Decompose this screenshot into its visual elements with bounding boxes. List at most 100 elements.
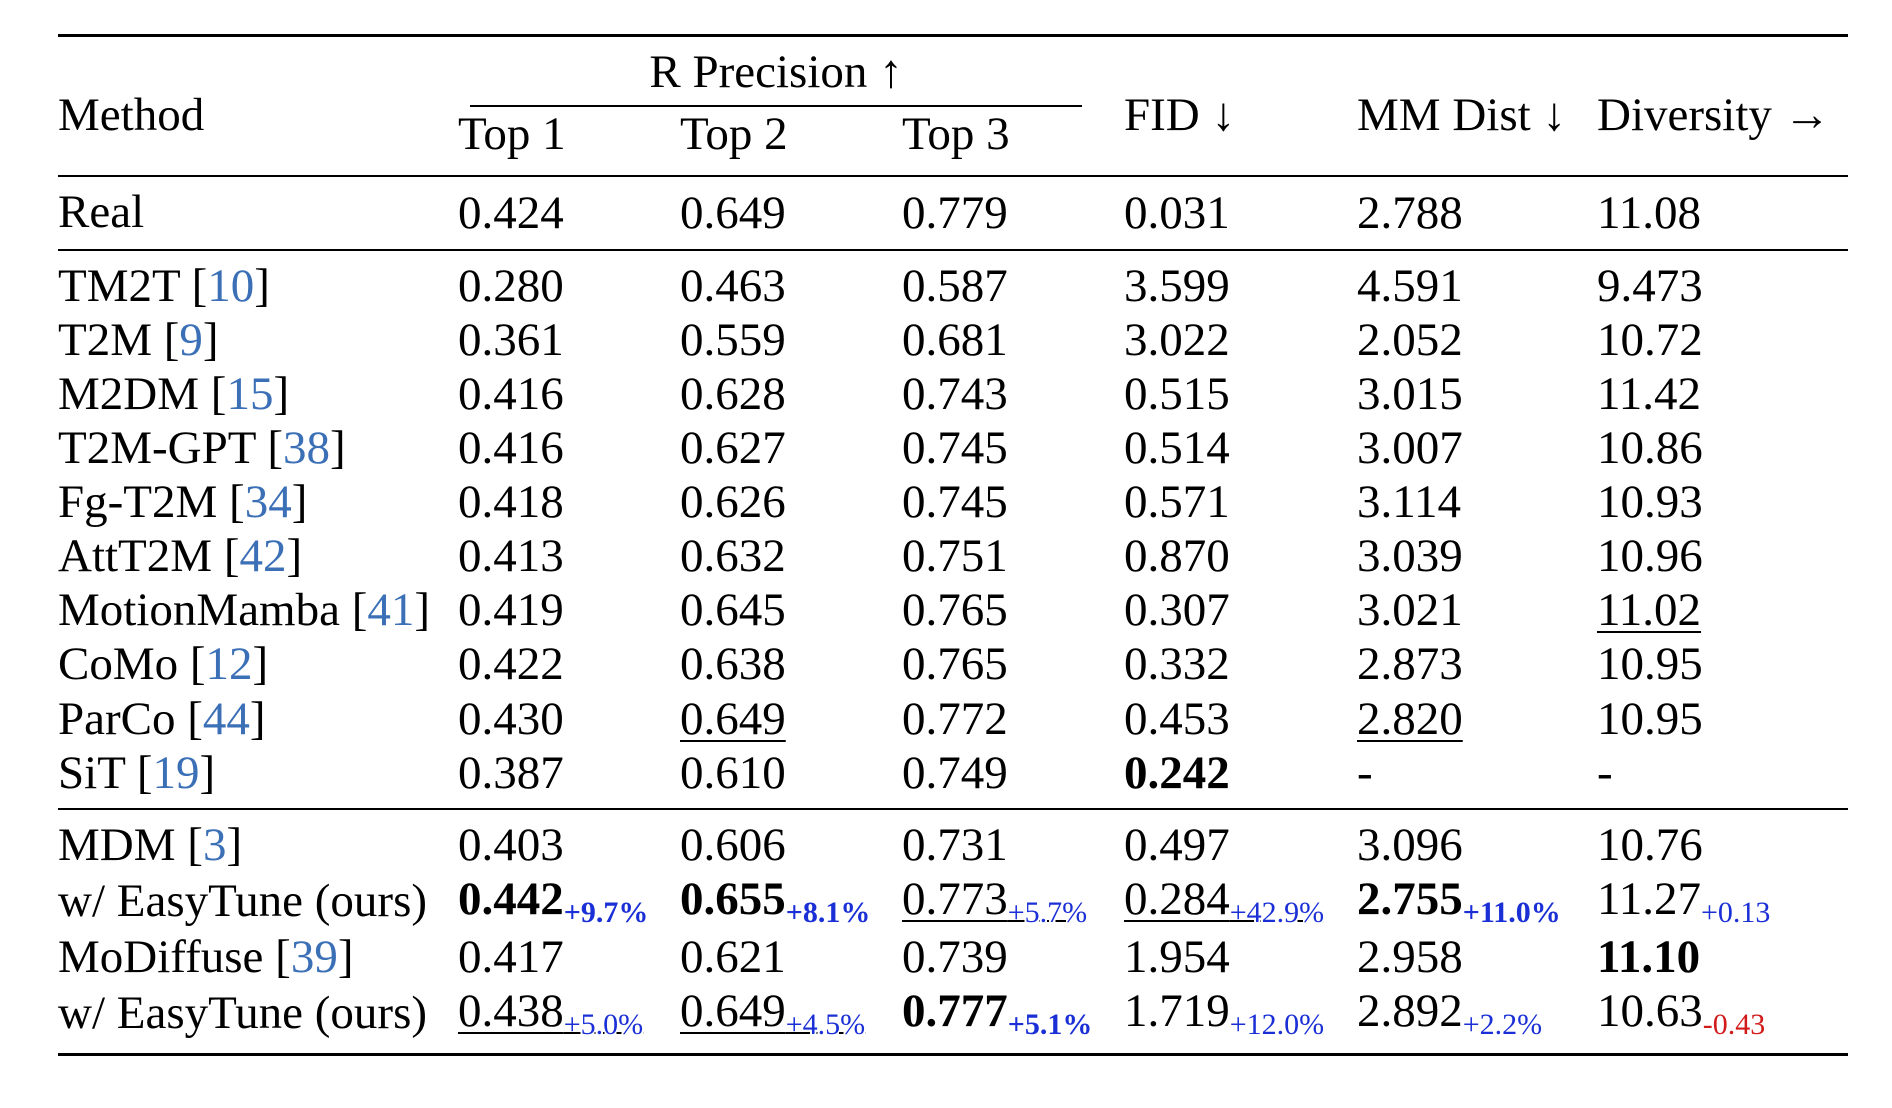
cell-fid: 0.571 — [1124, 476, 1230, 529]
cell-top2: 0.559 — [680, 314, 786, 367]
cell-fid: 0.307 — [1124, 584, 1230, 637]
cell-fid: 1.719+12.0% — [1124, 985, 1325, 1042]
cell-mm-dist: 3.007 — [1357, 422, 1463, 475]
cell-top1: 0.442+9.7% — [458, 872, 680, 931]
best-value: 0.442 — [458, 872, 564, 925]
method-name: w/ EasyTune (ours) — [58, 874, 428, 927]
improvement-delta: +2.2% — [1462, 1008, 1543, 1042]
cell-top2: 0.649 — [680, 692, 902, 746]
cell-mm-dist: 3.039 — [1357, 530, 1463, 583]
cell-mm-dist: 2.958 — [1357, 931, 1463, 984]
best-value: 0.777 — [902, 985, 1008, 1038]
table-row: T2M-GPT [38] 0.416 0.627 0.745 0.514 3.0… — [58, 421, 1848, 475]
method-name: T2M [9] — [58, 314, 219, 367]
cell-diversity: 10.93 — [1597, 476, 1703, 529]
cell-diversity: 10.96 — [1597, 530, 1703, 583]
cell-top1: 0.280 — [458, 260, 564, 313]
cell-top1: 0.387 — [458, 746, 564, 799]
cell-fid: 0.453 — [1124, 692, 1230, 745]
citation-link[interactable]: 15 — [226, 368, 274, 421]
cell-top2: 0.628 — [680, 368, 786, 421]
cell-mm-dist: 3.114 — [1357, 476, 1462, 529]
improvement-delta: +5.7% — [1007, 895, 1088, 929]
cell-fid: 1.954 — [1124, 931, 1230, 984]
citation-link[interactable]: 38 — [283, 422, 330, 475]
cell-diversity: 10.95 — [1597, 638, 1703, 691]
cell-fid: 0.497 — [1124, 818, 1230, 871]
cell-top2: 0.463 — [680, 260, 786, 313]
header-row-1: Method R Precision ↑ FID ↓ MM Dist ↓ Div… — [58, 35, 1848, 141]
second-best-value: 0.773+5.7% — [902, 872, 1088, 929]
improvement-delta: +9.7% — [563, 895, 649, 929]
cell-mm-dist: 3.021 — [1357, 584, 1463, 637]
header-top3: Top 3 — [902, 108, 1010, 161]
cell-top1: 0.413 — [458, 530, 564, 583]
header-top1: Top 1 — [458, 108, 566, 161]
cell-top2: 0.645 — [680, 584, 786, 637]
citation-link[interactable]: 19 — [152, 746, 200, 799]
improvement-delta: +5.1% — [1007, 1008, 1093, 1042]
improvement-delta: +12.0% — [1229, 1008, 1325, 1042]
table-row-modiffuse-easytune: w/ EasyTune (ours) 0.438+5.0% 0.649+4.5%… — [58, 984, 1848, 1055]
cell-top1: 0.418 — [458, 476, 564, 529]
improvement-delta: +8.1% — [785, 895, 871, 929]
citation-link[interactable]: 3 — [202, 818, 227, 871]
table-row: SiT [19] 0.387 0.610 0.749 0.242 - - — [58, 746, 1848, 809]
cell-diversity: 11.42 — [1597, 368, 1702, 421]
table-row: T2M [9] 0.361 0.559 0.681 3.022 2.052 10… — [58, 313, 1848, 367]
header-mm-dist: MM Dist ↓ — [1357, 89, 1566, 142]
citation-link[interactable]: 42 — [239, 530, 287, 583]
citation-link[interactable]: 44 — [202, 692, 250, 745]
cell-fid: 3.599 — [1124, 260, 1230, 313]
method-name: MotionMamba [41] — [58, 584, 431, 637]
table-row-mdm-easytune: w/ EasyTune (ours) 0.442+9.7% 0.655+8.1%… — [58, 872, 1848, 931]
method-name: w/ EasyTune (ours) — [58, 987, 428, 1040]
cell-top3: 0.777+5.1% — [902, 984, 1124, 1054]
cell-diversity: 10.86 — [1597, 422, 1703, 475]
cell-top3: 0.587 — [902, 260, 1008, 313]
cell-diversity: 9.473 — [1597, 260, 1703, 313]
cell-mm-dist: 4.591 — [1357, 260, 1463, 313]
cell-top2: 0.649+4.5% — [680, 984, 902, 1054]
improvement-delta: +4.5% — [785, 1008, 866, 1042]
cell-top3: 0.765 — [902, 638, 1008, 691]
improvement-delta: +5.0% — [563, 1008, 644, 1042]
best-value: 0.242 — [1124, 746, 1230, 799]
cell-top1: 0.419 — [458, 584, 564, 637]
cell-top2: 0.649 — [680, 187, 786, 240]
decline-delta: -0.43 — [1702, 1008, 1766, 1042]
cell-diversity: 10.95 — [1597, 692, 1703, 745]
results-table: Method R Precision ↑ FID ↓ MM Dist ↓ Div… — [58, 34, 1848, 1056]
table-row-real: Real 0.424 0.649 0.779 0.031 2.788 11.08 — [58, 176, 1848, 250]
method-name: SiT [19] — [58, 746, 216, 799]
cell-diversity: 10.63-0.43 — [1597, 985, 1766, 1042]
second-best-value: 0.649 — [680, 692, 786, 745]
citation-link[interactable]: 41 — [367, 584, 415, 637]
citation-link[interactable]: 9 — [179, 314, 203, 367]
second-best-value: 11.02 — [1597, 584, 1702, 637]
cell-diversity: 11.02 — [1597, 583, 1848, 637]
table-row: M2DM [15] 0.416 0.628 0.743 0.515 3.015 … — [58, 367, 1848, 421]
cell-top1: 0.403 — [458, 818, 564, 871]
citation-link[interactable]: 12 — [205, 638, 253, 691]
method-name: T2M-GPT [38] — [58, 422, 346, 475]
table-row: Fg-T2M [34] 0.418 0.626 0.745 0.571 3.11… — [58, 475, 1848, 529]
cell-top1: 0.361 — [458, 314, 564, 367]
table-row-modiffuse: MoDiffuse [39] 0.417 0.621 0.739 1.954 2… — [58, 930, 1848, 984]
header-top2: Top 2 — [680, 108, 788, 161]
second-best-value: 0.438+5.0% — [458, 985, 644, 1042]
citation-link[interactable]: 34 — [244, 476, 292, 529]
cell-top3: 0.739 — [902, 931, 1008, 984]
citation-link[interactable]: 39 — [290, 931, 338, 984]
second-best-value: 0.649+4.5% — [680, 985, 866, 1042]
cell-diversity: 11.10 — [1597, 930, 1848, 984]
method-name: Fg-T2M [34] — [58, 476, 308, 529]
cell-top3: 0.773+5.7% — [902, 872, 1124, 931]
cell-fid: 0.870 — [1124, 530, 1230, 583]
citation-link[interactable]: 10 — [207, 260, 255, 313]
method-name: MoDiffuse [39] — [58, 931, 354, 984]
table-row: MotionMamba [41] 0.419 0.645 0.765 0.307… — [58, 583, 1848, 637]
cell-fid: 0.284+42.9% — [1124, 872, 1357, 931]
cell-top3: 0.751 — [902, 530, 1008, 583]
